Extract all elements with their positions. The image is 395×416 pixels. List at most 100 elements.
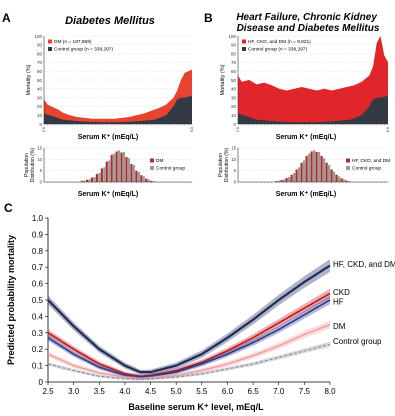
bar-control-group — [308, 153, 311, 182]
y-tick-label: 1.0 — [32, 214, 44, 223]
bar-hf — [345, 180, 348, 182]
bar-dm — [95, 174, 98, 182]
x-tick-label: 8.0 — [324, 387, 336, 396]
y-tick-label: 0 — [39, 122, 42, 127]
x-tick-label: 6.5 — [386, 127, 390, 132]
series-line-control-group — [47, 343, 331, 381]
bar-hf — [335, 174, 338, 182]
bar-hf — [280, 179, 283, 182]
bar-control-group — [298, 167, 301, 182]
bar-hf — [295, 169, 298, 182]
bar-hf — [285, 177, 288, 182]
bar-hf — [305, 155, 308, 182]
y-tick-label: 70 — [231, 60, 237, 65]
y-tick-label: 40 — [37, 87, 43, 92]
y-tick-label: 60 — [37, 69, 43, 74]
y-tick-label: 0.9 — [32, 230, 44, 239]
bar-dm — [90, 177, 94, 182]
series-area-hf — [238, 36, 388, 124]
panel-c-xlabel: Baseline serum K⁺ level, mEq/L — [128, 402, 264, 412]
legend-swatch — [242, 47, 246, 51]
y-tick-label: 5 — [234, 168, 237, 173]
bar-hf — [300, 162, 303, 182]
legend-label: HF, CKD, and DM (n = 9,821) — [248, 39, 311, 45]
bar-control-group — [323, 158, 326, 182]
series-line-dm — [47, 323, 331, 380]
legend-label: Control group (n = 338,297) — [248, 47, 307, 53]
panel-c-label: C — [4, 201, 13, 215]
bar-control-group — [142, 176, 145, 182]
panel-b-hist-xlabel: Serum K⁺ (mEq/L) — [276, 191, 336, 198]
x-tick-label: 6.0 — [222, 387, 234, 396]
y-tick-label: 0.1 — [32, 362, 44, 371]
y-tick-label: 0 — [234, 180, 237, 185]
panel-c-ylabel: Predicted probability mortality — [6, 235, 16, 365]
panel-c-chart: 0 0.1 0.2 0.3 0.4 0.5 0.6 0.7 0.8 0.9 1.0 2.5 3.0 3.5… — [32, 214, 395, 396]
bar-control-group — [152, 181, 155, 182]
bar-control-group — [132, 165, 135, 182]
legend-label: HF, CKD, and DM — [352, 158, 390, 164]
legend-swatch — [150, 166, 154, 170]
bar-control-group — [343, 179, 346, 182]
panel-a-mortality-chart: 0 10 20 30 40 50 60 70 80 90 100 2.5 6.5 Mortality (%… — [26, 34, 194, 132]
bar-dm — [110, 154, 113, 182]
bar-control-group — [83, 180, 86, 182]
x-tick-label: 6.5 — [248, 387, 260, 396]
bar-control-group — [103, 167, 106, 182]
bar-control-group — [338, 176, 341, 182]
bar-dm — [115, 151, 118, 182]
series-label: CKD — [333, 288, 350, 297]
x-tick-label: 2.5 — [42, 387, 54, 396]
y-tick-label: 15 — [37, 146, 42, 151]
bar-dm — [100, 168, 103, 182]
y-tick-label: 0 — [233, 122, 236, 127]
bar-dm — [150, 180, 153, 182]
bar-dm — [105, 161, 108, 182]
bar-control-group — [108, 160, 111, 182]
y-tick-label: 40 — [231, 87, 237, 92]
bar-hf — [325, 162, 328, 182]
bar-dm — [125, 157, 128, 182]
y-tick-label: 50 — [37, 78, 43, 83]
y-tick-label: 30 — [37, 95, 43, 100]
x-tick-label: 7.5 — [299, 387, 311, 396]
legend-swatch — [242, 39, 246, 44]
bar-hf — [315, 152, 318, 182]
y-tick-label: 10 — [37, 113, 43, 118]
y-tick-label: 10 — [231, 157, 236, 162]
y-tick-label: 10 — [231, 113, 237, 118]
bar-dm — [120, 152, 123, 182]
bar-control-group — [288, 177, 291, 182]
series-line-hf-ckd-and-dm — [47, 264, 331, 374]
y-tick-label: 30 — [231, 95, 237, 100]
bar-hf — [275, 181, 278, 182]
legend-swatch — [48, 47, 52, 51]
bar-control-group — [283, 179, 286, 182]
y-tick-label: 15 — [231, 146, 236, 151]
legend-swatch — [48, 39, 52, 44]
y-tick-label: 100 — [228, 34, 236, 39]
legend-label: Control group — [352, 166, 381, 172]
bar-dm — [85, 179, 89, 182]
y-tick-label: 20 — [37, 104, 43, 109]
y-axis-label: Mortality (%) — [26, 64, 32, 95]
panel-a-hist-xlabel: Serum K⁺ (mEq/L) — [78, 191, 138, 198]
y-axis-label: Distribution (%) — [30, 148, 36, 183]
x-tick-label: 5.0 — [171, 387, 183, 396]
bar-control-group — [122, 152, 126, 182]
bar-hf — [320, 155, 323, 182]
legend-label: Control group (n = 338,297) — [54, 47, 113, 53]
bar-control-group — [313, 150, 316, 182]
panel-b-xlabel: Serum K⁺ (mEq/L) — [276, 134, 336, 141]
series-label: HF, CKD, and DM — [333, 260, 395, 269]
panel-b-mortality-chart: 0 10 20 30 40 50 60 70 80 90 100 2.5 6.5 Mortality (%… — [220, 34, 390, 132]
y-axis-label: Mortality (%) — [220, 64, 226, 95]
legend-label: DM (n = 187,869) — [54, 39, 92, 45]
legend-swatch — [346, 158, 350, 163]
legend-label: Control group — [156, 166, 185, 172]
bar-control-group — [348, 181, 351, 182]
y-tick-label: 0.5 — [32, 296, 44, 305]
bar-dm — [130, 163, 133, 182]
y-tick-label: 5 — [40, 168, 43, 173]
